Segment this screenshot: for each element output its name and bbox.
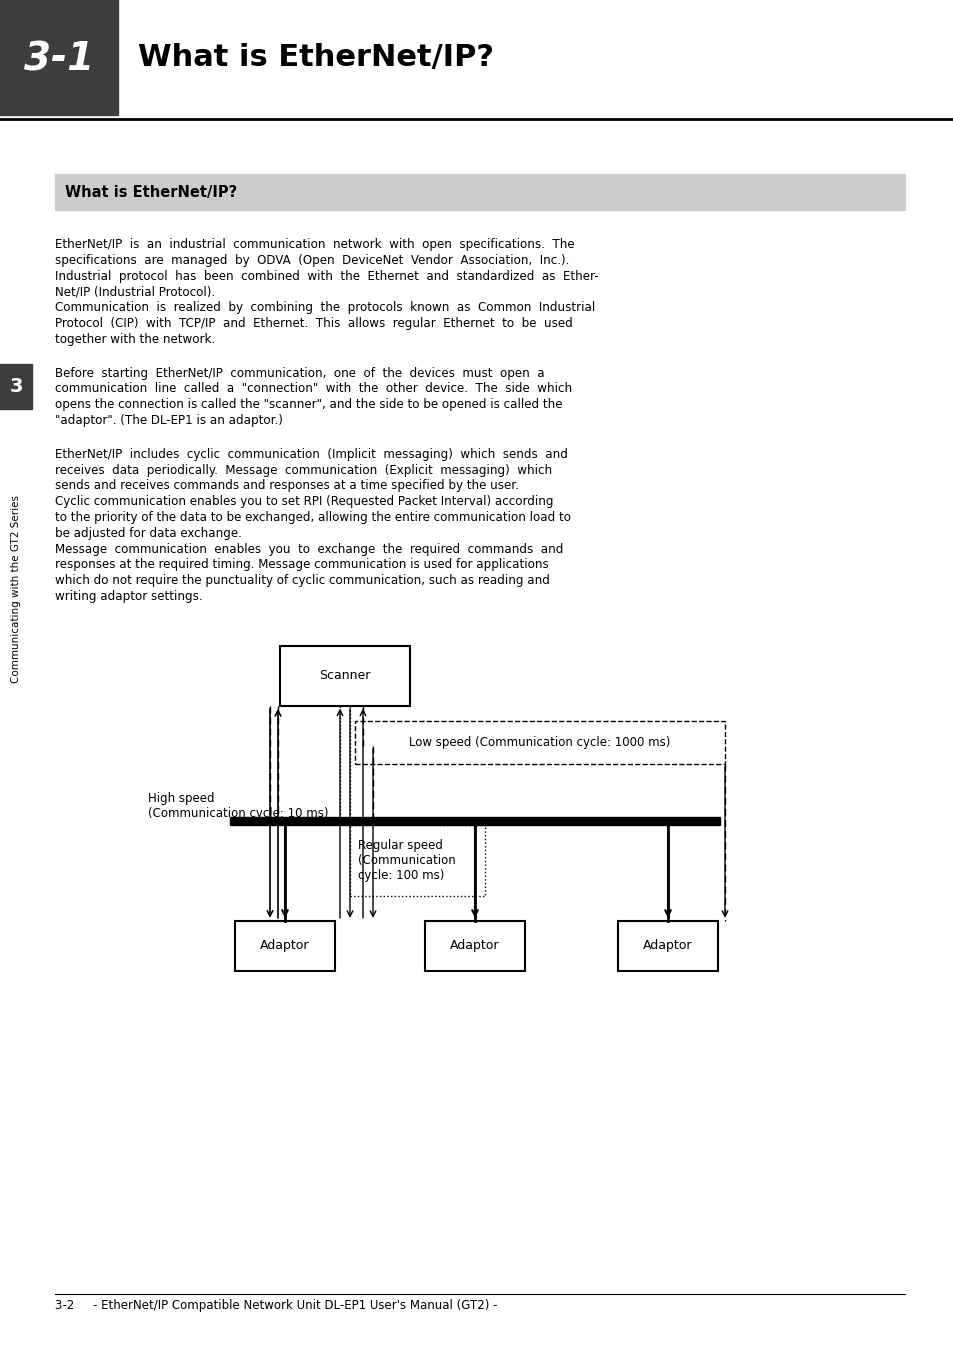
Text: sends and receives commands and responses at a time specified by the user.: sends and receives commands and response… xyxy=(55,480,518,492)
Text: Cyclic communication enables you to set RPI (Requested Packet Interval) accordin: Cyclic communication enables you to set … xyxy=(55,495,553,508)
Text: 3: 3 xyxy=(10,377,23,396)
Bar xyxy=(0,364,32,410)
Text: 3-2     - EtherNet/IP Compatible Network Unit DL-EP1 User's Manual (GT2) -: 3-2 - EtherNet/IP Compatible Network Uni… xyxy=(55,1299,497,1311)
Bar xyxy=(618,921,718,971)
Text: EtherNet/IP  is  an  industrial  communication  network  with  open  specificati: EtherNet/IP is an industrial communicati… xyxy=(55,238,574,251)
Bar xyxy=(350,825,484,896)
Text: responses at the required timing. Message communication is used for applications: responses at the required timing. Messag… xyxy=(55,558,548,572)
Bar xyxy=(230,817,720,825)
Bar xyxy=(234,921,335,971)
Text: What is EtherNet/IP?: What is EtherNet/IP? xyxy=(65,184,237,200)
Text: Before  starting  EtherNet/IP  communication,  one  of  the  devices  must  open: Before starting EtherNet/IP communicatio… xyxy=(55,366,544,380)
Text: which do not require the punctuality of cyclic communication, such as reading an: which do not require the punctuality of … xyxy=(55,575,549,587)
Text: Protocol  (CIP)  with  TCP/IP  and  Ethernet.  This  allows  regular  Ethernet  : Protocol (CIP) with TCP/IP and Ethernet.… xyxy=(55,316,572,330)
Text: receives  data  periodically.  Message  communication  (Explicit  messaging)  wh: receives data periodically. Message comm… xyxy=(55,464,552,477)
Text: "adaptor". (The DL-EP1 is an adaptor.): "adaptor". (The DL-EP1 is an adaptor.) xyxy=(55,414,283,427)
Text: Industrial  protocol  has  been  combined  with  the  Ethernet  and  standardize: Industrial protocol has been combined wi… xyxy=(55,269,598,283)
Text: Low speed (Communication cycle: 1000 ms): Low speed (Communication cycle: 1000 ms) xyxy=(409,735,670,749)
Text: to the priority of the data to be exchanged, allowing the entire communication l: to the priority of the data to be exchan… xyxy=(55,511,571,525)
Bar xyxy=(280,646,410,706)
Text: Message  communication  enables  you  to  exchange  the  required  commands  and: Message communication enables you to exc… xyxy=(55,542,563,556)
Text: Scanner: Scanner xyxy=(319,669,371,683)
Bar xyxy=(424,921,524,971)
Text: Communicating with the GT2 Series: Communicating with the GT2 Series xyxy=(11,495,21,683)
Text: Net/IP (Industrial Protocol).: Net/IP (Industrial Protocol). xyxy=(55,285,214,299)
Text: 3-1: 3-1 xyxy=(24,41,94,78)
Text: Adaptor: Adaptor xyxy=(642,940,692,952)
Text: Adaptor: Adaptor xyxy=(260,940,310,952)
Text: writing adaptor settings.: writing adaptor settings. xyxy=(55,589,202,603)
Text: together with the network.: together with the network. xyxy=(55,333,215,346)
Text: communication  line  called  a  "connection"  with  the  other  device.  The  si: communication line called a "connection"… xyxy=(55,383,572,395)
Bar xyxy=(0,0,118,115)
Text: What is EtherNet/IP?: What is EtherNet/IP? xyxy=(138,43,494,72)
Text: opens the connection is called the "scanner", and the side to be opened is calle: opens the connection is called the "scan… xyxy=(55,399,562,411)
Text: be adjusted for data exchange.: be adjusted for data exchange. xyxy=(55,527,242,539)
Bar xyxy=(355,721,724,764)
Bar xyxy=(55,174,904,210)
Text: specifications  are  managed  by  ODVA  (Open  DeviceNet  Vendor  Association,  : specifications are managed by ODVA (Open… xyxy=(55,254,569,266)
Text: High speed
(Communication cycle: 10 ms): High speed (Communication cycle: 10 ms) xyxy=(148,792,328,819)
Text: Regular speed
(Communication
cycle: 100 ms): Regular speed (Communication cycle: 100 … xyxy=(357,838,456,882)
Text: Communication  is  realized  by  combining  the  protocols  known  as  Common  I: Communication is realized by combining t… xyxy=(55,301,595,314)
Text: Adaptor: Adaptor xyxy=(450,940,499,952)
Text: EtherNet/IP  includes  cyclic  communication  (Implicit  messaging)  which  send: EtherNet/IP includes cyclic communicatio… xyxy=(55,448,567,461)
